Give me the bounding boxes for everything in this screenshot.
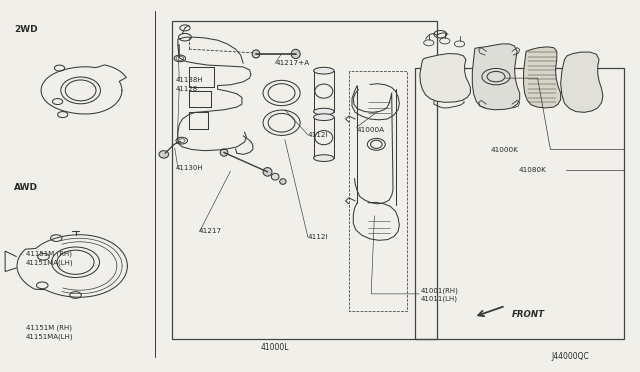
Text: 41151MA(LH): 41151MA(LH) [26,259,73,266]
Text: 41000K: 41000K [490,147,518,153]
Text: 41151M (RH): 41151M (RH) [26,325,72,331]
Text: FRONT: FRONT [512,310,545,319]
Text: 41128: 41128 [176,86,198,92]
Text: 41151M (RH): 41151M (RH) [26,250,72,257]
Polygon shape [189,67,214,87]
Text: J44000QC: J44000QC [552,352,589,361]
Ellipse shape [220,149,228,156]
Ellipse shape [271,173,279,180]
Text: 41217: 41217 [198,228,221,234]
Bar [172,21,437,339]
Text: 41001(RH): 41001(RH) [421,288,459,294]
Ellipse shape [314,114,334,121]
Polygon shape [472,44,520,110]
Text: 41217+A: 41217+A [275,60,310,66]
Ellipse shape [280,179,286,184]
Polygon shape [420,54,470,102]
Ellipse shape [314,108,334,115]
Bar [415,68,624,339]
Polygon shape [189,91,211,107]
Polygon shape [561,52,603,112]
Text: 41000L: 41000L [261,343,289,352]
Text: 41080K: 41080K [518,167,547,173]
Text: 4112I: 4112I [307,132,328,138]
Text: 4112I: 4112I [307,234,328,240]
Text: AWD: AWD [14,183,38,192]
Text: 41138H: 41138H [176,77,204,83]
Ellipse shape [291,49,300,58]
Ellipse shape [252,50,260,58]
Ellipse shape [159,151,169,158]
Polygon shape [189,112,208,129]
Polygon shape [524,47,561,108]
Text: 41000A: 41000A [357,127,385,133]
Text: 41151MA(LH): 41151MA(LH) [26,334,73,340]
Text: 41130H: 41130H [176,165,204,171]
Ellipse shape [314,67,334,74]
Ellipse shape [314,155,334,161]
Text: 41011(LH): 41011(LH) [421,296,458,302]
Text: 2WD: 2WD [14,25,38,34]
Ellipse shape [263,167,272,176]
